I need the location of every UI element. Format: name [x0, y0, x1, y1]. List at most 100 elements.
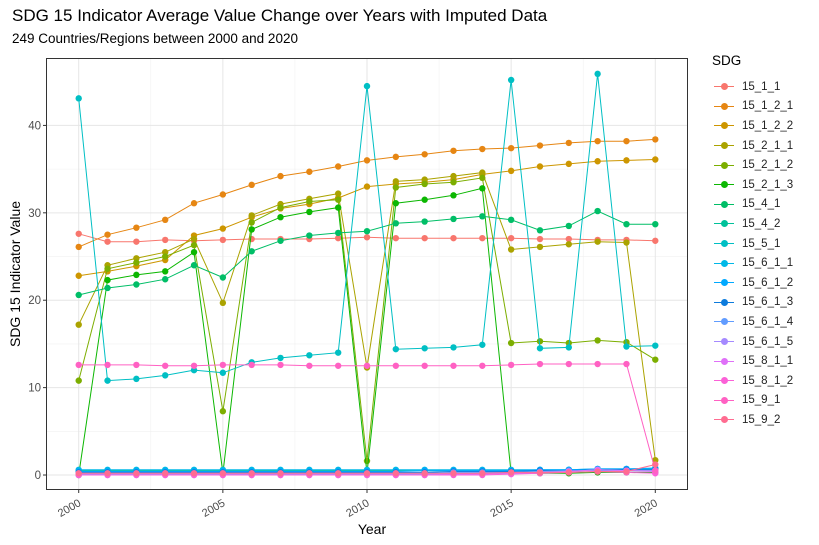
legend-item: 15_8_1_1: [712, 351, 793, 371]
data-point: [652, 461, 659, 468]
data-point: [75, 272, 82, 279]
grid-layer: [47, 59, 687, 489]
data-point: [479, 470, 486, 477]
data-point: [479, 185, 486, 192]
legend-item: 15_1_2_1: [712, 97, 793, 117]
data-point: [219, 191, 227, 198]
data-point: [363, 82, 371, 90]
y-tick-label: 40: [28, 120, 41, 132]
data-point: [421, 180, 428, 188]
data-point: [421, 470, 428, 477]
data-point: [392, 153, 400, 161]
data-point: [536, 163, 544, 170]
data-point: [248, 248, 255, 255]
legend-key: [712, 140, 736, 152]
data-point: [334, 204, 342, 211]
data-point: [161, 236, 169, 244]
data-point: [450, 172, 457, 180]
legend-items: 15_1_1 15_1_2_1 15_1_2_2 15_2_1_1 15_2_1_2 15…: [712, 77, 793, 430]
legend-label: 15_9_2: [742, 413, 781, 426]
series-15_2_1_2: [75, 174, 659, 465]
data-point: [161, 216, 169, 224]
legend-key: [712, 355, 736, 367]
legend-label: 15_4_2: [742, 217, 781, 230]
legend-item: 15_5_1: [712, 234, 793, 254]
legend-item: 15_9_1: [712, 391, 793, 411]
y-tick-label: 20: [28, 295, 41, 307]
legend-item: 15_6_1_1: [712, 253, 793, 273]
data-point: [190, 362, 198, 369]
data-point: [190, 470, 198, 477]
data-point: [421, 218, 428, 225]
data-point: [219, 361, 227, 369]
legend-label: 15_6_1_2: [742, 276, 794, 289]
data-point: [248, 361, 255, 369]
data-point: [392, 362, 400, 369]
legend-label: 15_2_1_1: [742, 139, 794, 152]
data-point: [450, 215, 457, 223]
data-point: [248, 219, 255, 226]
data-point: [507, 469, 515, 476]
data-point: [565, 469, 573, 476]
data-point: [623, 137, 630, 145]
data-point: [75, 230, 82, 237]
data-point: [306, 362, 313, 369]
data-point: [133, 271, 140, 279]
data-point: [104, 238, 111, 245]
data-point: [536, 235, 544, 243]
chart-title: SDG 15 Indicator Average Value Change ov…: [12, 6, 548, 25]
legend-label: 15_6_1_3: [742, 296, 794, 309]
data-point: [594, 468, 601, 475]
data-point: [363, 362, 371, 369]
data-point: [623, 220, 630, 228]
legend-key: [712, 100, 736, 112]
legend-label: 15_5_1: [742, 237, 781, 250]
data-point: [219, 299, 227, 307]
data-point: [507, 234, 515, 242]
data-point: [277, 361, 284, 369]
legend-label: 15_1_1: [742, 80, 781, 93]
legend-key: [712, 296, 736, 308]
data-point: [334, 362, 342, 369]
data-point: [507, 246, 515, 253]
data-point: [536, 360, 544, 368]
data-point: [594, 158, 601, 165]
legend-item: 15_2_1_3: [712, 175, 793, 195]
data-point: [594, 360, 601, 368]
data-point: [133, 238, 140, 245]
data-point: [363, 183, 371, 190]
data-point: [623, 343, 630, 350]
data-point: [306, 470, 313, 477]
data-point: [277, 172, 284, 180]
data-point: [248, 181, 255, 189]
data-point: [450, 179, 457, 186]
legend-item: 15_2_1_1: [712, 136, 793, 156]
data-point: [536, 227, 544, 234]
data-point: [334, 349, 342, 356]
data-point: [565, 241, 573, 248]
data-point: [363, 157, 371, 164]
data-point: [565, 160, 573, 168]
data-point: [565, 222, 573, 230]
legend-label: 15_8_1_1: [742, 355, 794, 368]
data-point: [594, 337, 601, 344]
data-point: [594, 137, 601, 145]
y-tick-label: 0: [35, 470, 41, 482]
data-point: [363, 234, 371, 241]
data-point: [334, 234, 342, 242]
x-tick-label: 2005: [200, 497, 227, 520]
data-point: [104, 284, 111, 292]
y-axis-label: SDG 15 Indicator Value: [7, 201, 23, 347]
data-point: [421, 234, 428, 242]
series-15_1_2_1: [75, 136, 659, 251]
data-point: [479, 169, 486, 176]
data-point: [133, 281, 140, 288]
data-point: [652, 467, 659, 474]
legend-label: 15_8_1_2: [742, 374, 794, 387]
data-point: [594, 70, 601, 78]
data-point: [248, 226, 255, 233]
data-point: [392, 345, 400, 353]
data-point: [652, 356, 659, 363]
x-tick-label: 2015: [488, 497, 515, 520]
